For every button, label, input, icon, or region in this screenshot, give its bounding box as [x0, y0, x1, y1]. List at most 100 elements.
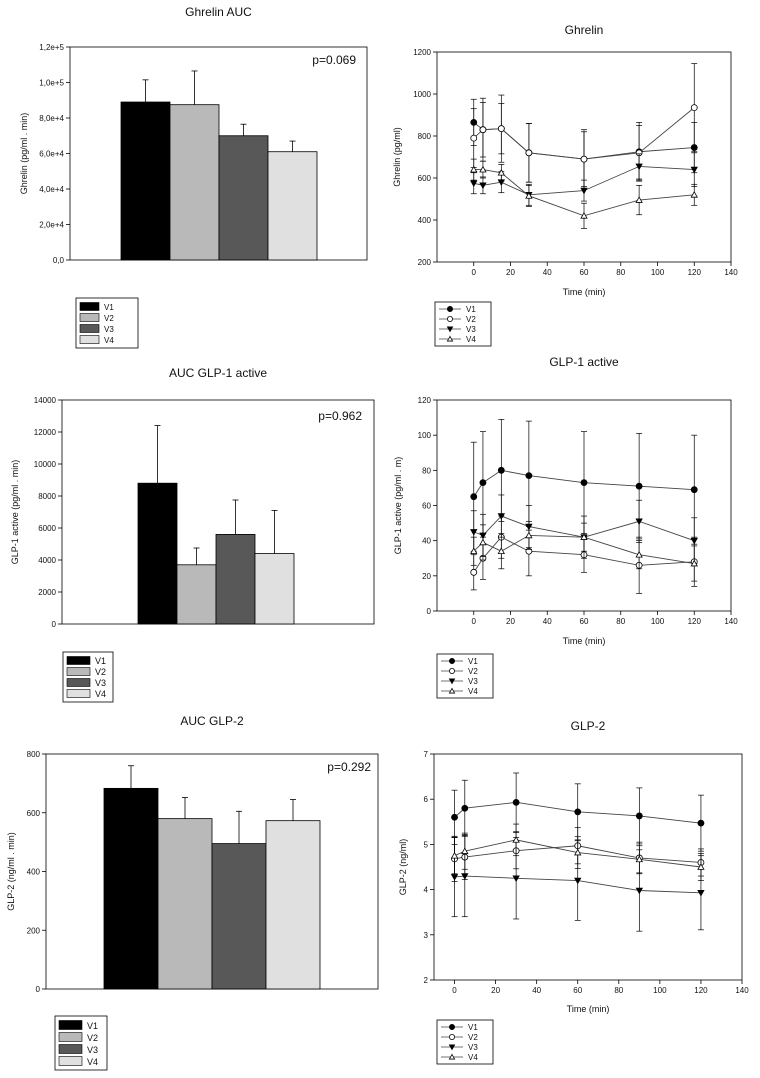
legend-label: V2: [104, 314, 114, 323]
legend-swatch: [58, 1056, 83, 1066]
x-tick-label: 120: [688, 268, 702, 277]
legend-label: V3: [95, 678, 106, 688]
x-tick-label: 80: [614, 986, 623, 995]
data-point-v4: [635, 196, 643, 203]
data-point-v4: [580, 211, 588, 219]
y-axis-label: Ghrelin (pg/ml . min): [19, 113, 29, 195]
y-tick-label: 1,0e+5: [39, 79, 64, 88]
legend-marker: [446, 305, 453, 312]
data-point-v2: [690, 104, 698, 112]
chart-auc-glp1-active: AUC GLP-1 active GLP-1 active (pg/ml . m…: [10, 366, 375, 703]
x-tick-label: 120: [694, 986, 708, 995]
legend-label: V4: [468, 1053, 478, 1062]
data-point-v1: [525, 472, 533, 480]
data-point-v1: [574, 808, 582, 816]
y-tick-label: 3: [424, 931, 429, 940]
chart-ghrelin-auc: Ghrelin AUC Ghrelin (pg/ml . min) p=0.06…: [19, 5, 368, 349]
x-axis-label: Time (min): [563, 287, 606, 297]
bar-v3: [215, 534, 256, 625]
data-point-v3: [635, 887, 644, 895]
legend-label: V2: [468, 667, 478, 676]
data-point-v4: [512, 836, 520, 843]
data-point-v3: [690, 537, 698, 545]
legend-label: V1: [87, 1021, 98, 1031]
p-value-annotation: p=0.069: [312, 53, 356, 67]
legend-marker: [446, 315, 453, 322]
x-tick-label: 100: [653, 986, 667, 995]
y-tick-label: 0: [52, 620, 57, 629]
x-tick-label: 60: [580, 268, 589, 277]
x-tick-label: 100: [651, 268, 665, 277]
data-point-v4: [479, 538, 487, 546]
data-point-v2: [470, 568, 478, 576]
legend-label: V4: [468, 687, 478, 696]
x-tick-label: 120: [688, 617, 702, 626]
y-tick-label: 10000: [34, 460, 57, 469]
y-tick-label: 1200: [413, 48, 431, 57]
data-point-v3: [512, 875, 520, 883]
x-tick-label: 80: [616, 617, 625, 626]
legend-label: V3: [87, 1045, 98, 1055]
x-axis-label: Time (min): [563, 636, 606, 646]
legend-swatch: [58, 1044, 83, 1054]
chart-glp2: GLP-2 GLP-2 (ng/ml) Time (min) 2 3 4 5 6 7 0 20…: [398, 719, 749, 1065]
y-axis-label: GLP-1 active (pg/ml . min): [10, 460, 20, 565]
legend-label: V3: [104, 325, 114, 334]
legend-swatch: [79, 302, 100, 311]
p-value-annotation: p=0.962: [318, 409, 362, 423]
y-tick-label: 200: [27, 926, 41, 935]
plot-frame: [433, 753, 743, 981]
chart-title: Ghrelin: [565, 23, 604, 37]
data-point-v3: [470, 529, 478, 536]
data-point-v2: [479, 126, 487, 134]
y-tick-label: 12000: [34, 428, 57, 437]
legend-marker: [448, 1044, 456, 1051]
data-point-v4: [461, 847, 469, 854]
y-tick-label: 1000: [413, 90, 431, 99]
data-point-v1: [451, 813, 458, 821]
data-point-v4: [580, 533, 588, 540]
x-tick-label: 140: [724, 617, 738, 626]
data-point-v4: [470, 165, 478, 173]
y-tick-label: 6: [424, 795, 429, 804]
legend-label: V1: [468, 1023, 478, 1032]
x-tick-label: 40: [543, 617, 552, 626]
y-tick-label: 5: [424, 840, 429, 849]
bar-v4: [254, 553, 295, 625]
x-tick-label: 20: [491, 986, 500, 995]
legend-label: V2: [87, 1033, 98, 1043]
y-tick-label: 800: [27, 750, 41, 759]
data-point-v3: [580, 187, 588, 195]
data-point-v3: [635, 518, 643, 526]
legend-label: V1: [468, 657, 478, 666]
p-value-annotation: p=0.292: [327, 760, 371, 774]
chart-title: AUC GLP-1 active: [169, 366, 267, 380]
y-axis-label: GLP-1 active (pg/ml . m): [393, 457, 403, 555]
data-point-v3: [470, 180, 478, 188]
legend-label: V3: [468, 1043, 478, 1052]
legend-label: V4: [466, 335, 476, 344]
data-point-v1: [580, 479, 588, 487]
data-point-v1: [497, 466, 505, 474]
y-tick-label: 2,0e+4: [39, 221, 64, 230]
data-point-v4: [450, 851, 459, 859]
y-tick-label: 0,0: [53, 256, 65, 265]
data-point-v4: [497, 547, 505, 555]
y-tick-label: 6,0e+4: [39, 150, 64, 159]
data-point-v1: [479, 479, 487, 487]
y-tick-label: 0: [427, 607, 432, 616]
y-tick-label: 100: [418, 431, 432, 440]
legend-swatch: [58, 1020, 83, 1030]
data-point-v4: [574, 848, 582, 856]
y-tick-label: 4000: [38, 556, 56, 565]
bar-v2: [176, 564, 217, 625]
x-tick-label: 140: [735, 986, 749, 995]
data-point-v2: [470, 134, 478, 142]
data-point-v4: [479, 165, 487, 173]
legend-label: V2: [468, 1033, 478, 1042]
legend-marker: [446, 326, 454, 333]
y-tick-label: 7: [424, 750, 429, 759]
data-point-v4: [525, 192, 533, 199]
y-tick-label: 6000: [38, 524, 56, 533]
legend-marker: [448, 658, 455, 665]
